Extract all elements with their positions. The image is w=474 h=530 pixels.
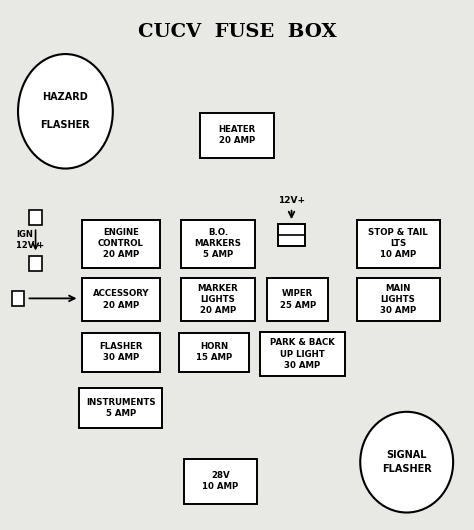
Bar xyxy=(181,278,255,321)
Bar xyxy=(179,333,249,372)
Text: HAZARD

FLASHER: HAZARD FLASHER xyxy=(41,92,90,130)
Text: WIPER
25 AMP: WIPER 25 AMP xyxy=(280,289,316,310)
Text: MAIN
LIGHTS
30 AMP: MAIN LIGHTS 30 AMP xyxy=(380,284,416,315)
Text: 12V+: 12V+ xyxy=(278,196,305,205)
Text: MARKER
LIGHTS
20 AMP: MARKER LIGHTS 20 AMP xyxy=(198,284,238,315)
Bar xyxy=(29,210,42,225)
Bar xyxy=(12,291,24,306)
Bar xyxy=(80,388,162,428)
Text: IGN
12V +: IGN 12V + xyxy=(16,230,44,250)
Bar xyxy=(184,458,257,504)
Bar xyxy=(279,224,305,246)
Bar xyxy=(181,220,255,268)
Ellipse shape xyxy=(18,54,113,169)
Text: HEATER
20 AMP: HEATER 20 AMP xyxy=(219,125,255,145)
Text: SIGNAL
FLASHER: SIGNAL FLASHER xyxy=(382,450,431,474)
Bar xyxy=(267,278,328,321)
Ellipse shape xyxy=(360,412,453,513)
Text: STOP & TAIL
LTS
10 AMP: STOP & TAIL LTS 10 AMP xyxy=(368,228,428,259)
Text: B.O.
MARKERS
5 AMP: B.O. MARKERS 5 AMP xyxy=(194,228,242,259)
Bar xyxy=(82,220,160,268)
Text: INSTRUMENTS
5 AMP: INSTRUMENTS 5 AMP xyxy=(86,398,155,418)
Text: HORN
15 AMP: HORN 15 AMP xyxy=(196,342,232,363)
Bar xyxy=(82,333,160,372)
Bar xyxy=(29,256,42,271)
Text: ACCESSORY
20 AMP: ACCESSORY 20 AMP xyxy=(92,289,149,310)
Bar xyxy=(200,113,274,158)
Bar xyxy=(356,278,439,321)
Bar xyxy=(82,278,160,321)
Text: FLASHER
30 AMP: FLASHER 30 AMP xyxy=(99,342,143,363)
Text: ENGINE
CONTROL
20 AMP: ENGINE CONTROL 20 AMP xyxy=(98,228,144,259)
Bar xyxy=(260,332,345,376)
Text: PARK & BACK
UP LIGHT
30 AMP: PARK & BACK UP LIGHT 30 AMP xyxy=(270,339,335,369)
Bar xyxy=(356,220,439,268)
Text: 28V
10 AMP: 28V 10 AMP xyxy=(202,471,238,491)
Text: CUCV  FUSE  BOX: CUCV FUSE BOX xyxy=(137,23,337,41)
